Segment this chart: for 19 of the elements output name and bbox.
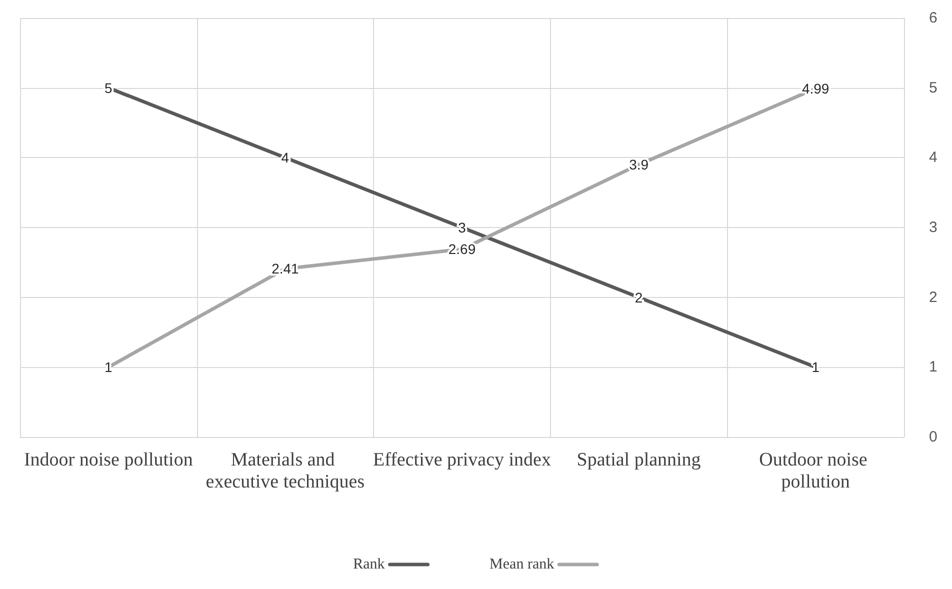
- legend-label: Mean rank: [490, 556, 555, 572]
- y-tick-label: 4: [929, 149, 938, 166]
- data-label: 2.69: [448, 241, 476, 258]
- x-tick-label: Materials and executive techniques: [206, 450, 365, 492]
- data-label: 3.9: [629, 156, 649, 173]
- x-tick-label: Outdoor noise pollution: [759, 450, 872, 492]
- y-tick-label: 1: [929, 358, 938, 376]
- y-tick-label: 6: [929, 10, 938, 26]
- y-tick-label: 5: [929, 79, 938, 96]
- legend-label: Rank: [353, 556, 386, 572]
- data-label: 1: [104, 359, 112, 376]
- x-tick-label: Effective privacy index: [373, 450, 552, 470]
- x-tick-label: Spatial planning: [576, 450, 702, 470]
- x-tick-label: Indoor noise pollution: [24, 450, 194, 470]
- y-tick-label: 2: [929, 288, 938, 306]
- data-label: 2.41: [272, 260, 300, 277]
- data-label: 4.99: [802, 80, 830, 97]
- y-tick-label: 0: [929, 428, 938, 446]
- y-tick-label: 3: [929, 219, 938, 236]
